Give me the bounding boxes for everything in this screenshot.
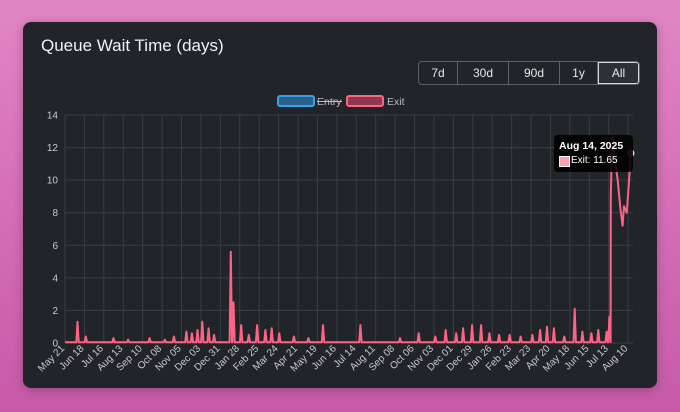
tooltip-swatch: [559, 156, 570, 167]
range-button-90d[interactable]: 90d: [509, 62, 560, 84]
exit-series-line: [65, 135, 632, 344]
chart-card: Queue Wait Time (days) 7d 30d 90d 1y All…: [23, 22, 657, 388]
y-tick-label: 10: [47, 176, 59, 187]
y-tick-label: 14: [47, 111, 59, 122]
y-tick-label: 4: [52, 273, 58, 284]
chart-grid: [64, 114, 633, 344]
range-button-1y[interactable]: 1y: [560, 62, 598, 84]
chart-legend: Entry Exit: [277, 95, 405, 108]
chart-series: [65, 135, 635, 344]
chart-tooltip: Aug 14, 2025 Exit: 11.65: [554, 135, 633, 172]
legend-swatch-exit: [346, 95, 384, 107]
range-button-all[interactable]: All: [598, 62, 639, 84]
legend-swatch-entry: [277, 95, 315, 107]
y-tick-label: 8: [52, 208, 58, 219]
range-button-7d[interactable]: 7d: [419, 62, 458, 84]
chart-title: Queue Wait Time (days): [41, 36, 224, 55]
range-button-30d[interactable]: 30d: [458, 62, 509, 84]
y-axis: 0 2 4 6 8 10 12 14: [47, 111, 59, 350]
tooltip-label: Exit: 11.65: [571, 155, 618, 166]
y-tick-label: 6: [52, 241, 58, 252]
tooltip-title: Aug 14, 2025: [559, 140, 624, 152]
range-selector: 7d 30d 90d 1y All: [418, 61, 640, 85]
y-tick-label: 12: [47, 143, 59, 154]
legend-label-exit: Exit: [387, 96, 405, 108]
y-tick-label: 0: [52, 339, 58, 350]
y-tick-label: 2: [52, 306, 58, 317]
